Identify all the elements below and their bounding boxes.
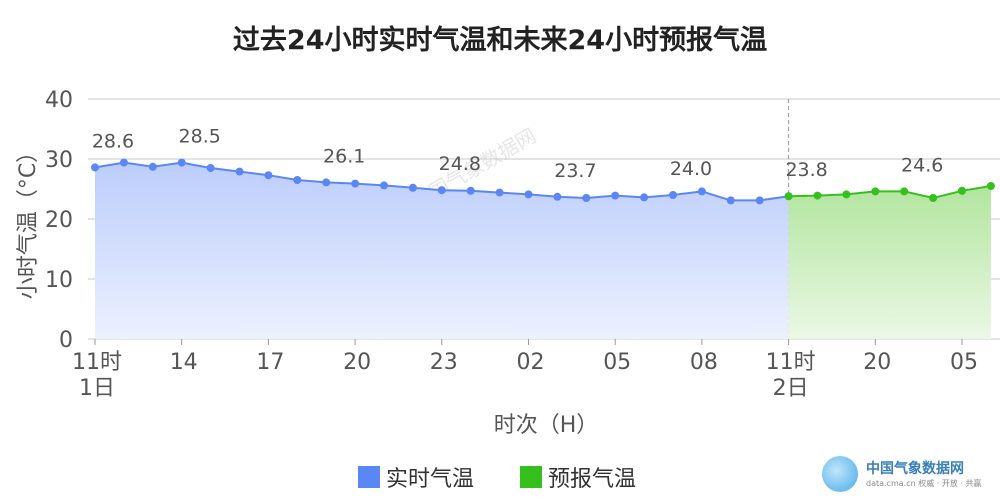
data-label: 24.0 [670,158,712,180]
data-point[interactable] [669,191,677,199]
data-point[interactable] [408,183,417,192]
x-tick-label: 17 [256,350,284,375]
x-tick-sublabel: 2日 [773,376,809,401]
series-area [788,186,991,339]
y-tick-label: 10 [45,268,73,293]
legend-label-observed: 实时气温 [386,467,475,492]
data-label: 26.1 [323,145,365,167]
legend-label-forecast: 预报气温 [548,467,637,492]
y-tick-label: 40 [45,88,73,113]
data-point[interactable] [813,191,822,200]
data-point[interactable] [206,164,215,172]
x-tick-label: 14 [170,350,198,375]
data-point[interactable] [929,194,938,202]
data-point[interactable] [553,192,562,201]
data-label: 23.7 [554,160,596,182]
y-axis-label: 小时气温（°C） [16,141,41,299]
data-point[interactable] [437,186,446,195]
legend-item-observed[interactable]: 实时气温 [358,461,474,493]
area-fills [95,162,991,339]
legend-item-forecast[interactable]: 预报气温 [520,461,636,493]
data-point[interactable] [380,181,388,190]
series-line [788,185,992,200]
x-tick-label: 23 [430,350,458,375]
logo-name: 中国气象数据网 [866,461,964,477]
y-tick-label: 20 [45,208,73,233]
logo-tagline: data.cma.cn 权威 · 开放 · 共赢 [866,479,982,488]
data-point[interactable] [293,176,302,184]
data-point[interactable] [900,187,909,196]
data-label: 24.6 [901,154,943,176]
x-tick-label: 11时 [72,350,122,375]
data-label: 23.8 [785,159,827,181]
x-tick-label: 02 [517,350,545,375]
data-labels: 28.6 28.5 26.1 24.8 23.7 24.0 23.8 24.6 [92,126,944,182]
data-point[interactable] [524,190,533,199]
data-point[interactable] [640,193,649,202]
data-point[interactable] [755,196,764,205]
data-point[interactable] [466,186,475,195]
series-area [95,162,789,339]
x-tick-label: 08 [690,350,718,375]
x-tick-label: 05 [950,350,978,375]
legend-swatch-observed [358,466,380,488]
data-point[interactable] [842,190,851,199]
data-points [91,158,995,205]
data-label: 24.8 [439,153,481,175]
data-point[interactable] [148,162,157,171]
data-label: 28.6 [92,130,134,152]
data-point[interactable] [264,171,273,180]
data-point[interactable] [119,158,128,167]
site-logo: 中国气象数据网 data.cma.cn 权威 · 开放 · 共赢 [822,454,992,494]
logo-icon [822,456,858,492]
data-point[interactable] [235,167,244,176]
data-point[interactable] [322,178,331,187]
data-point[interactable] [177,158,186,167]
data-point[interactable] [871,187,880,196]
chart-title: 过去24小时实时气温和未来24小时预报气温 [232,25,768,56]
data-point[interactable] [495,188,504,197]
data-point[interactable] [611,191,620,200]
data-point[interactable] [697,187,706,196]
data-point[interactable] [726,196,735,205]
x-tick-label: 20 [343,350,371,375]
x-tick-label: 20 [863,350,891,375]
y-tick-label: 30 [45,148,73,173]
data-point[interactable] [91,163,99,172]
x-tick-sublabel: 1日 [79,376,115,401]
x-tick-label: 11时 [766,350,816,375]
data-point[interactable] [582,194,591,202]
legend-swatch-forecast [520,466,542,488]
data-point[interactable] [958,186,966,195]
data-point[interactable] [784,192,793,201]
x-axis-label: 时次（H） [494,413,599,438]
x-tick-label: 05 [603,350,631,375]
y-tick-label: 0 [59,328,73,353]
data-point[interactable] [986,182,995,190]
data-point[interactable] [351,179,360,188]
data-label: 28.5 [179,126,221,148]
